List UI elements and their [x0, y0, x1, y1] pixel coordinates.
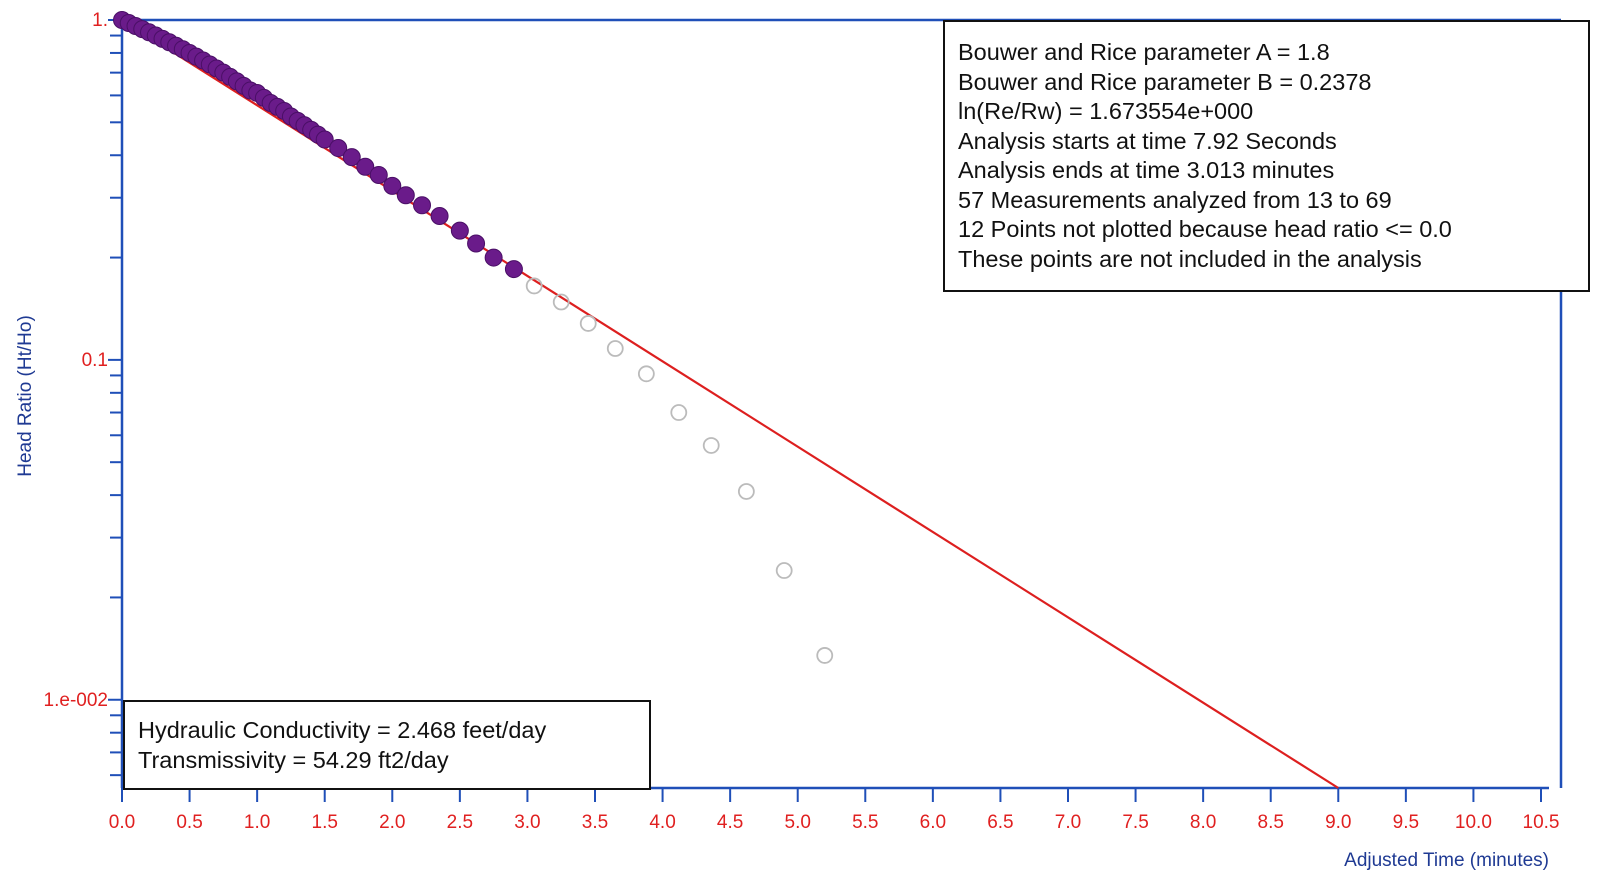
x-tick-label: 5.0: [785, 812, 811, 833]
x-tick-label: 8.5: [1258, 812, 1284, 833]
analyzed-point: [356, 157, 375, 176]
x-tick-label: 7.0: [1055, 812, 1081, 833]
analyzed-point: [383, 176, 402, 195]
excluded-point: [637, 365, 655, 383]
x-tick-label: 5.5: [852, 812, 878, 833]
analyzed-point: [504, 260, 523, 279]
analyzed-point: [369, 165, 388, 184]
x-axis-title: Adjusted Time (minutes): [1344, 850, 1549, 871]
excluded-point: [737, 483, 755, 500]
x-tick-label: 1.5: [312, 812, 338, 833]
x-tick-label: 0.0: [109, 812, 135, 833]
analyzed-point: [430, 207, 449, 226]
excluded-point: [525, 277, 543, 295]
x-tick-label: 7.5: [1122, 812, 1148, 833]
x-tick-label: 4.0: [649, 812, 675, 833]
y-tick-label: 0.1: [82, 350, 108, 371]
analyzed-point: [342, 148, 361, 167]
excluded-point: [702, 437, 720, 454]
excluded-point: [579, 315, 597, 332]
analyzed-point: [467, 234, 486, 253]
y-axis-title: Head Ratio (Ht/Ho): [15, 315, 36, 477]
x-tick-label: 6.0: [920, 812, 946, 833]
excluded-point: [816, 647, 834, 664]
x-tick-label: 0.5: [176, 812, 202, 833]
excluded-point: [775, 562, 793, 579]
x-tick-label: 2.0: [379, 812, 405, 833]
hydraulic-conductivity-text: Hydraulic Conductivity = 2.468 feet/day: [138, 717, 547, 743]
analysis-parameters-box: Bouwer and Rice parameter A = 1.8 Bouwer…: [943, 20, 1590, 292]
analyzed-point: [329, 139, 348, 158]
info-line: Analysis ends at time 3.013 minutes: [958, 157, 1335, 183]
info-line: 12 Points not plotted because head ratio…: [958, 216, 1452, 242]
analyzed-point: [484, 248, 503, 267]
x-tick-label: 3.0: [514, 812, 540, 833]
x-tick-label: 4.5: [717, 812, 743, 833]
analyzed-point: [450, 221, 469, 240]
info-line: These points are not included in the ana…: [958, 245, 1422, 272]
info-line: Bouwer and Rice parameter B = 0.2378: [958, 68, 1372, 95]
excluded-points: [525, 277, 834, 664]
y-tick-label: 1.: [92, 10, 108, 31]
analyzed-point: [315, 130, 334, 149]
info-line: ln(Re/Rw) = 1.673554e+000: [958, 98, 1254, 124]
results-box: Hydraulic Conductivity = 2.468 feet/day …: [123, 700, 651, 790]
axis-ticks: 0.0 0.5 1.0 1.5 2.0 2.5 3.0 3.5 4.0 4.5 5.0 5.5 6.0 6…: [44, 10, 1560, 833]
x-tick-label: 9.5: [1393, 812, 1419, 833]
excluded-point: [606, 340, 624, 357]
info-line: 57 Measurements analyzed from 13 to 69: [958, 186, 1392, 213]
info-line: Analysis starts at time 7.92 Seconds: [958, 127, 1337, 154]
excluded-point: [552, 293, 570, 311]
x-tick-label: 9.0: [1325, 812, 1351, 833]
x-tick-label: 2.5: [447, 812, 473, 833]
x-tick-label: 3.5: [582, 812, 608, 833]
analyzed-point: [396, 186, 415, 205]
x-tick-label: 8.0: [1190, 812, 1216, 833]
x-tick-label: 1.0: [244, 812, 270, 833]
y-tick-label: 1.e-002: [44, 690, 108, 711]
x-tick-label: 10.5: [1523, 812, 1560, 833]
info-line: Bouwer and Rice parameter A = 1.8: [958, 39, 1330, 65]
analyzed-point: [413, 196, 432, 215]
x-tick-label: 6.5: [987, 812, 1013, 833]
excluded-point: [670, 404, 688, 421]
analyzed-points: [113, 11, 523, 279]
x-tick-label: 10.0: [1455, 812, 1492, 833]
transmissivity-text: Transmissivity = 54.29 ft2/day: [138, 746, 449, 773]
